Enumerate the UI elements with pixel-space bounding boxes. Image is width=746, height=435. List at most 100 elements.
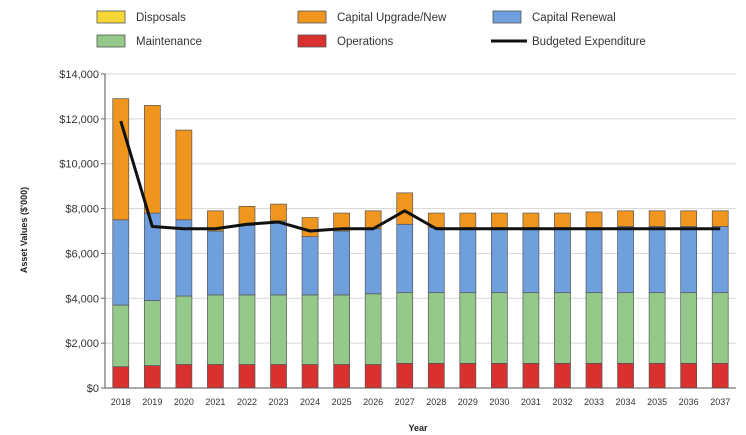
bar-segment <box>648 292 666 364</box>
bar-segment <box>459 227 477 294</box>
bar-segment <box>522 212 540 228</box>
bar-segment <box>175 219 193 297</box>
y-tick-label: $12,000 <box>59 114 99 126</box>
y-tick-label: $6,000 <box>65 248 99 260</box>
bar-segment <box>459 292 477 364</box>
budget-line-group <box>119 120 721 233</box>
bar-segment <box>554 362 571 389</box>
legend-label: Capital Renewal <box>532 12 616 24</box>
x-axis-title: Year <box>408 423 428 433</box>
x-tick-label: 2028 <box>426 397 446 407</box>
x-tick-label: 2034 <box>616 397 636 407</box>
y-axis-title: Asset Values ($'000) <box>19 187 29 273</box>
bar-segment <box>270 220 287 296</box>
bar-segment <box>238 225 256 296</box>
bar-segment <box>711 210 729 227</box>
bar-segment <box>207 364 224 389</box>
bar-segment <box>491 227 508 294</box>
legend-swatch <box>96 10 126 24</box>
bar-segment <box>364 364 382 389</box>
bar-segment <box>143 105 161 214</box>
bar-segment <box>143 300 161 366</box>
bar-segment <box>585 211 603 228</box>
legend-label: Capital Upgrade/New <box>337 12 447 24</box>
x-tick-label: 2030 <box>489 397 509 407</box>
bar-segment <box>270 364 287 389</box>
bar-segment <box>617 226 634 294</box>
bar-segment <box>238 364 256 389</box>
x-tick-label: 2027 <box>395 397 415 407</box>
legend-label: Budgeted Expenditure <box>532 36 646 48</box>
bar-segment <box>301 217 319 237</box>
bar-segment <box>522 227 540 294</box>
bar-segment <box>270 203 287 222</box>
bar-segment <box>143 365 161 389</box>
y-tick-label: $0 <box>87 383 99 395</box>
bar-segment <box>522 362 540 389</box>
bar-segment <box>617 292 634 364</box>
bar-segment <box>333 212 350 232</box>
bars <box>112 98 729 389</box>
bar-segment <box>585 227 603 294</box>
budget-expenditure-line <box>119 120 721 233</box>
x-tick-label: 2033 <box>584 397 604 407</box>
bar-segment <box>333 364 350 389</box>
legend-label: Disposals <box>136 12 186 24</box>
x-tick-label: 2019 <box>142 397 162 407</box>
x-tick-label: 2032 <box>552 397 572 407</box>
bar-segment <box>648 210 666 227</box>
y-tick-label: $4,000 <box>65 293 99 305</box>
bar-segment <box>364 228 382 295</box>
x-tick-labels: 2018 2019 2020 2021 2022 2023 2024 2025 2026 2027… <box>111 397 730 407</box>
gridlines <box>101 73 736 389</box>
bar-segment <box>175 295 193 365</box>
legend-swatch <box>297 34 327 48</box>
bar-segment <box>648 362 666 389</box>
x-tick-label: 2025 <box>332 397 352 407</box>
bar-segment <box>522 292 540 364</box>
legend-swatch <box>297 10 327 24</box>
y-tick-label: $10,000 <box>59 159 99 171</box>
legend-label: Operations <box>337 36 394 48</box>
bar-segment <box>711 226 729 294</box>
y-tick-label: $2,000 <box>65 338 99 350</box>
bar-segment <box>585 362 603 389</box>
bar-segment <box>491 362 508 389</box>
bar-segment <box>333 294 350 365</box>
x-tick-label: 2021 <box>205 397 225 407</box>
x-tick-label: 2020 <box>174 397 194 407</box>
bar-segment <box>459 212 477 228</box>
bar-segment <box>491 292 508 364</box>
x-tick-label: 2029 <box>458 397 478 407</box>
bar-segment <box>112 366 130 389</box>
y-tick-label: $8,000 <box>65 204 99 216</box>
bar-segment <box>680 362 698 389</box>
bar-segment <box>396 292 414 364</box>
bar-segment <box>112 304 130 368</box>
x-tick-label: 2035 <box>647 397 667 407</box>
bar-segment <box>617 362 634 389</box>
bar-segment <box>112 98 130 221</box>
bar-segment <box>427 292 445 364</box>
bar-segment <box>459 362 477 389</box>
bar-segment <box>301 294 319 365</box>
legend-swatch <box>96 34 126 48</box>
bar-segment <box>711 292 729 364</box>
bar-segment <box>427 227 445 294</box>
x-tick-label: 2023 <box>269 397 289 407</box>
x-tick-label: 2024 <box>300 397 320 407</box>
bar-segment <box>301 364 319 389</box>
y-tick-labels: $0 $2,000 $4,000 $6,000 $8,000 $10,000 $12,000… <box>59 69 99 395</box>
bar-segment <box>585 292 603 364</box>
bar-segment <box>554 292 571 364</box>
bar-segment <box>301 236 319 296</box>
x-tick-label: 2022 <box>237 397 257 407</box>
bar-segment <box>711 362 729 389</box>
bar-segment <box>396 192 414 225</box>
bar-segment <box>175 129 193 221</box>
bar-segment <box>648 226 666 294</box>
bar-segment <box>396 223 414 294</box>
bar-segment <box>617 210 634 227</box>
x-tick-label: 2036 <box>679 397 699 407</box>
bar-segment <box>207 294 224 365</box>
